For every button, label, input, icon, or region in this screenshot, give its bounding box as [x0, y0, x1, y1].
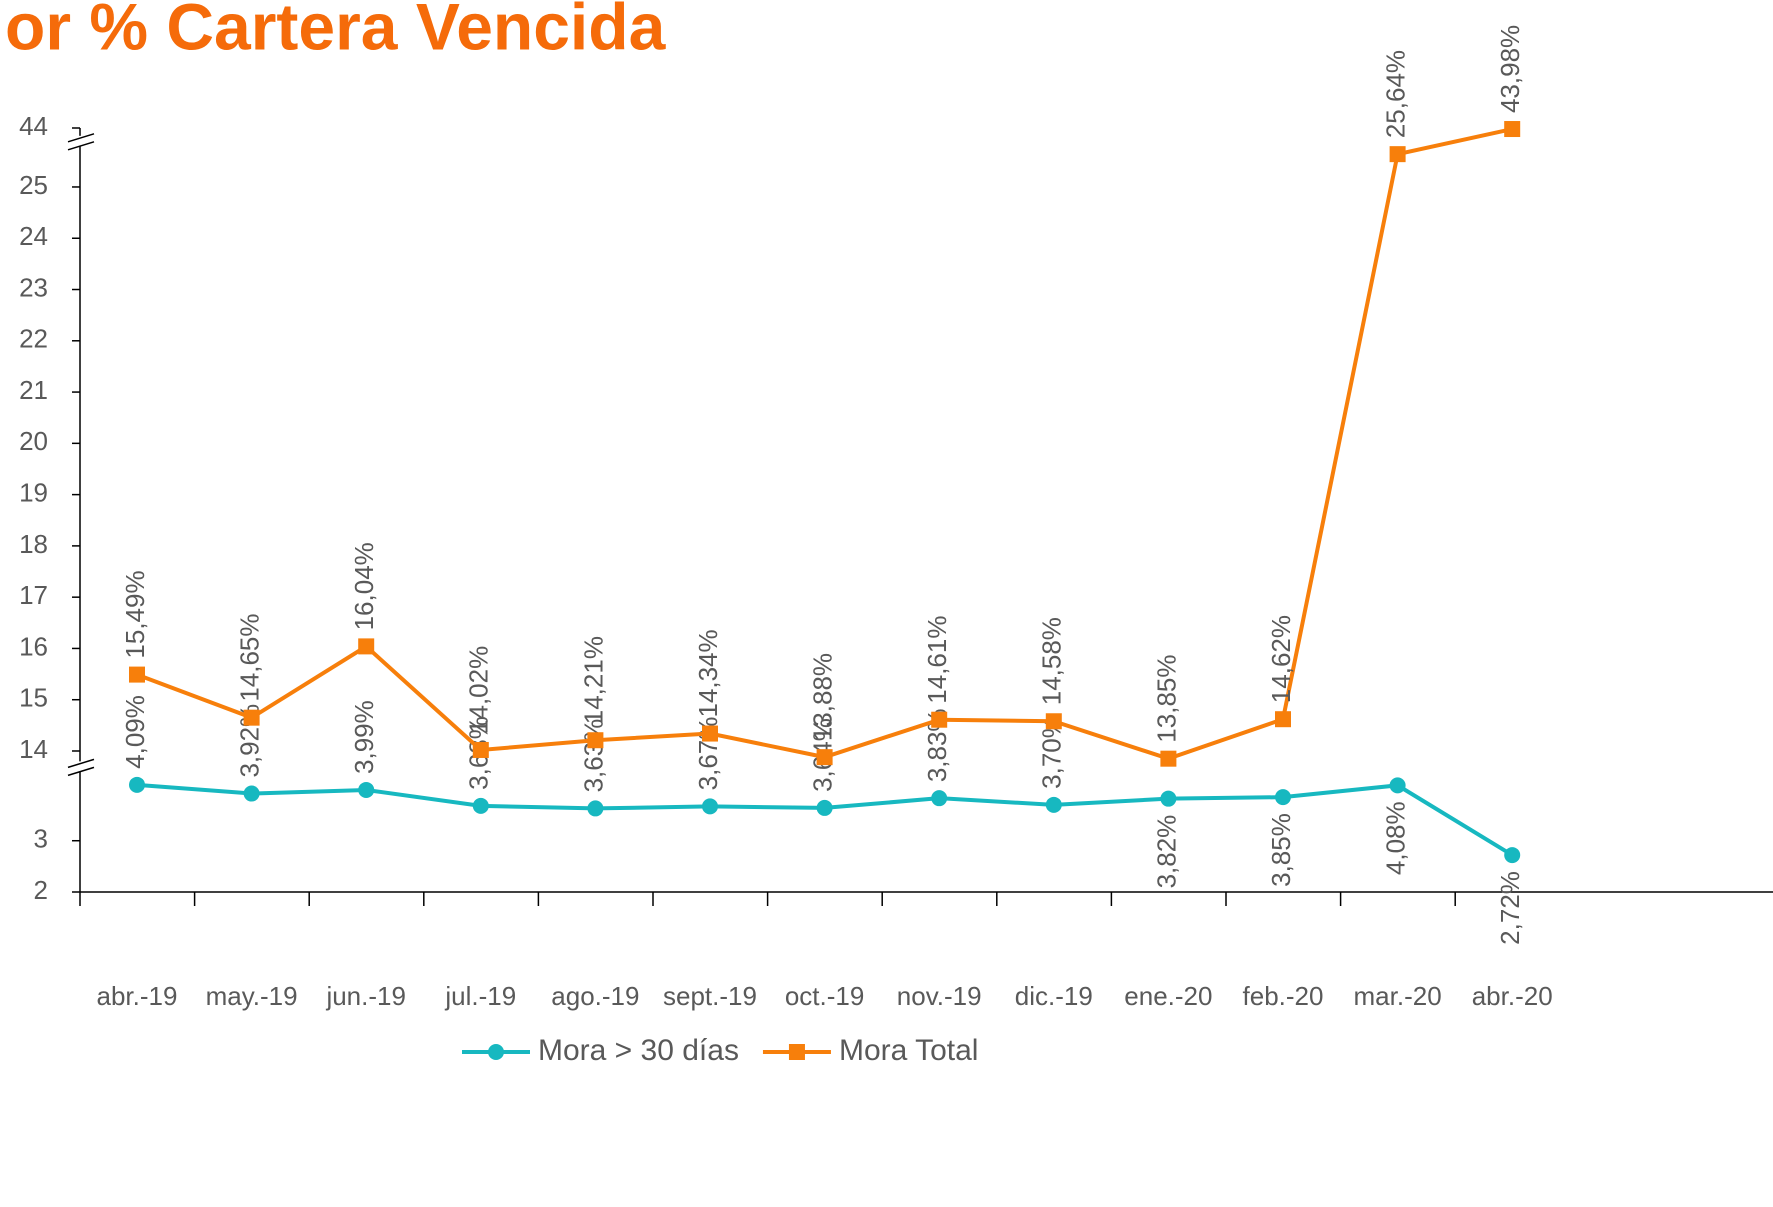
data-point — [702, 798, 718, 815]
axis-break — [67, 758, 95, 769]
data-label: 4,09% — [120, 695, 150, 769]
x-tick-label: abr.-20 — [1472, 981, 1553, 1011]
y-tick-label: 15 — [19, 683, 48, 713]
legend-label: Mora Total — [839, 1034, 979, 1067]
data-point — [587, 800, 604, 817]
data-label: 13,85% — [1151, 654, 1181, 742]
data-point — [1504, 121, 1521, 138]
y-tick-label: 19 — [19, 477, 48, 507]
data-label: 16,04% — [349, 542, 379, 630]
data-label: 14,58% — [1037, 617, 1067, 705]
x-tick-label: nov.-19 — [897, 981, 982, 1011]
data-point — [702, 725, 718, 742]
data-point — [243, 709, 260, 726]
axis-break — [67, 766, 95, 777]
data-label: 14,61% — [922, 616, 952, 704]
data-point — [129, 776, 145, 793]
axis-break — [67, 133, 95, 143]
data-point — [358, 638, 375, 655]
data-label: 4,08% — [1380, 801, 1410, 875]
y-tick-label: 23 — [19, 272, 48, 302]
data-point — [587, 732, 604, 749]
data-point — [129, 666, 145, 683]
data-point — [358, 781, 375, 798]
data-label: 14,02% — [464, 646, 494, 734]
data-point — [1045, 713, 1062, 730]
data-point — [1275, 789, 1291, 806]
data-label: 2,72% — [1495, 871, 1525, 945]
data-point — [472, 741, 489, 758]
data-label: 14,62% — [1266, 615, 1296, 703]
data-label: 3,63% — [578, 719, 608, 793]
data-point — [472, 797, 489, 814]
data-point — [931, 711, 948, 728]
x-tick-label: jun.-19 — [325, 981, 406, 1011]
y-tick-label: 2 — [34, 875, 48, 905]
axis-break-gap — [68, 761, 92, 772]
data-label: 3,85% — [1266, 813, 1296, 887]
data-point — [816, 799, 833, 816]
data-point — [243, 785, 260, 802]
x-tick-label: feb.-20 — [1243, 981, 1324, 1011]
y-tick-label: 21 — [19, 375, 48, 405]
data-point — [816, 749, 833, 766]
legend-marker — [488, 1044, 504, 1060]
data-point — [1160, 750, 1177, 767]
data-label: 14,65% — [234, 613, 264, 701]
data-point — [1389, 777, 1406, 794]
data-label: 14,34% — [693, 629, 723, 717]
data-point — [1275, 711, 1291, 728]
y-tick-label: 44 — [19, 111, 48, 141]
data-label: 14,21% — [578, 636, 608, 724]
x-tick-label: sept.-19 — [663, 981, 757, 1011]
x-tick-label: mar.-20 — [1354, 981, 1442, 1011]
x-tick-label: abr.-19 — [97, 981, 178, 1011]
data-label: 3,99% — [349, 700, 379, 774]
y-tick-label: 24 — [19, 221, 48, 251]
data-label: 3,82% — [1151, 815, 1181, 889]
x-tick-label: ago.-19 — [551, 981, 639, 1011]
legend-label: Mora > 30 días — [538, 1034, 739, 1067]
data-point — [1504, 847, 1521, 864]
x-tick-label: jul.-19 — [444, 981, 516, 1011]
y-tick-label: 20 — [19, 426, 48, 456]
axis-break-gap — [68, 135, 92, 146]
y-tick-label: 16 — [19, 631, 48, 661]
x-tick-label: oct.-19 — [785, 981, 865, 1011]
data-label: 15,49% — [120, 570, 150, 658]
x-tick-label: dic.-19 — [1015, 981, 1093, 1011]
legend-marker — [788, 1044, 805, 1060]
chart-title: or % Cartera Vencida — [5, 0, 667, 63]
y-tick-label: 17 — [19, 580, 48, 610]
y-tick-label: 3 — [34, 824, 48, 854]
data-point — [1160, 790, 1177, 807]
series-line — [136, 782, 1514, 857]
data-label: 13,88% — [807, 653, 837, 741]
y-tick-label: 14 — [19, 734, 48, 764]
data-point — [1389, 146, 1406, 163]
x-tick-label: may.-19 — [206, 981, 298, 1011]
y-tick-label: 25 — [19, 170, 48, 200]
y-tick-label: 18 — [19, 529, 48, 559]
x-tick-label: ene.-20 — [1124, 981, 1212, 1011]
data-point — [931, 790, 948, 807]
data-label: 25,64% — [1380, 50, 1410, 138]
data-point — [1045, 796, 1062, 813]
axis-break — [67, 141, 95, 151]
y-tick-label: 22 — [19, 324, 48, 354]
data-label: 43,98% — [1495, 25, 1525, 113]
